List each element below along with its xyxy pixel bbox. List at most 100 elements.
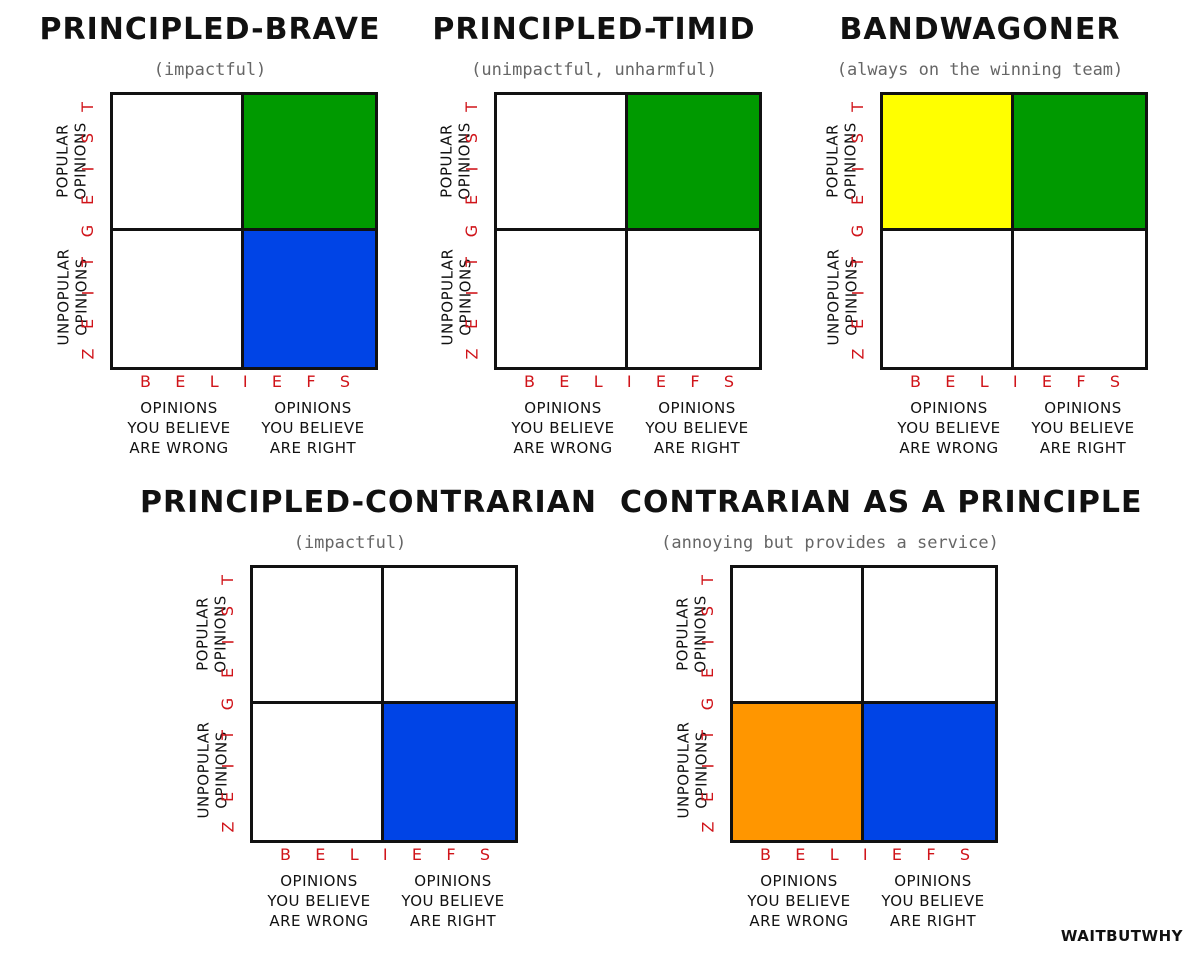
zeitgeist-letter: I	[462, 166, 481, 172]
quadrant-grid	[110, 92, 378, 370]
beliefs-letter: E	[891, 845, 903, 864]
panel-principled-timid: PRINCIPLED-TIMID (unimpactful, unharmful…	[384, 0, 804, 457]
col-label-wrong: OPINIONS YOU BELIEVE ARE WRONG	[498, 398, 628, 458]
col-label-right: OPINIONS YOU BELIEVE ARE RIGHT	[868, 871, 998, 931]
beliefs-letter: I	[382, 845, 388, 864]
quadrant-grid	[730, 565, 998, 843]
zeitgeist-letter: I	[848, 166, 867, 172]
zeitgeist-letter: G	[698, 697, 717, 711]
col-label-wrong: OPINIONS YOU BELIEVE ARE WRONG	[734, 871, 864, 931]
zeitgeist-letter: E	[217, 791, 237, 802]
beliefs-letter: L	[209, 372, 219, 391]
zeitgeist-letter: T	[848, 102, 867, 113]
zeitgeist-letter: I	[218, 639, 237, 645]
panel-title: PRINCIPLED-CONTRARIAN	[140, 485, 598, 520]
zeitgeist-letter: E	[847, 318, 867, 329]
beliefs-letter: E	[175, 372, 186, 391]
axis-label-line: ARE WRONG	[269, 912, 369, 930]
col-label-right: OPINIONS YOU BELIEVE ARE RIGHT	[1018, 398, 1148, 458]
axis-label-line: UNPOPULAR	[194, 721, 212, 819]
zeitgeist-letter: T	[78, 256, 97, 267]
beliefs-letter: L	[349, 845, 359, 864]
axis-label-line: POPULAR	[674, 597, 693, 671]
quadrant-tl	[733, 568, 864, 704]
quadrant-br	[244, 231, 375, 367]
quadrant-bl	[883, 231, 1014, 367]
col-label-right: OPINIONS YOU BELIEVE ARE RIGHT	[388, 871, 518, 931]
beliefs-letter: B	[524, 372, 535, 391]
zeitgeist-letter: I	[698, 763, 717, 769]
beliefs-letter: L	[593, 372, 603, 391]
zeitgeist-axis: Z E I T G E I S T	[78, 92, 98, 370]
beliefs-letter: F	[306, 372, 316, 391]
beliefs-letter: F	[926, 845, 936, 864]
zeitgeist-letter: G	[848, 224, 867, 238]
axis-label-line: UNPOPULAR	[674, 721, 692, 819]
beliefs-letter: L	[979, 372, 989, 391]
quadrant-tl	[497, 95, 628, 231]
axis-label-line: YOU BELIEVE	[881, 892, 985, 910]
beliefs-letter: L	[829, 845, 839, 864]
beliefs-letter: I	[1012, 372, 1018, 391]
beliefs-letter: B	[280, 845, 291, 864]
beliefs-letter: S	[479, 845, 490, 864]
quadrant-bl	[113, 231, 244, 367]
zeitgeist-letter: T	[698, 575, 717, 586]
zeitgeist-letter: S	[462, 133, 481, 144]
axis-label-line: UNPOPULAR	[54, 248, 72, 346]
panel-title: PRINCIPLED-BRAVE	[39, 12, 381, 47]
quadrant-tl	[113, 95, 244, 231]
col-label-right: OPINIONS YOU BELIEVE ARE RIGHT	[248, 398, 378, 458]
axis-label-line: ARE WRONG	[749, 912, 849, 930]
zeitgeist-letter: T	[218, 729, 237, 740]
col-label-wrong: OPINIONS YOU BELIEVE ARE WRONG	[114, 398, 244, 458]
zeitgeist-letter: G	[218, 697, 237, 711]
axis-label-line: ARE RIGHT	[1039, 439, 1127, 457]
axis-label-line: YOU BELIEVE	[401, 892, 505, 910]
zeitgeist-letter: E	[847, 195, 867, 206]
axis-label-line: POPULAR	[194, 597, 213, 671]
axis-label-line: POPULAR	[438, 124, 457, 198]
zeitgeist-letter: E	[697, 668, 717, 679]
beliefs-letter: E	[945, 372, 956, 391]
axis-label-line: POPULAR	[54, 124, 73, 198]
quadrant-tr	[864, 568, 995, 704]
beliefs-letter: B	[760, 845, 771, 864]
quadrant-grid	[880, 92, 1148, 370]
zeitgeist-letter: S	[698, 606, 717, 617]
beliefs-letter: E	[655, 372, 667, 391]
axis-label-line: YOU BELIEVE	[1031, 419, 1135, 437]
zeitgeist-letter: I	[78, 290, 97, 296]
axis-label-line: ARE RIGHT	[889, 912, 977, 930]
zeitgeist-letter: T	[462, 102, 481, 113]
zeitgeist-letter: I	[848, 290, 867, 296]
panel-title: CONTRARIAN AS A PRINCIPLE	[620, 485, 1143, 520]
axis-label-line: ARE RIGHT	[653, 439, 741, 457]
beliefs-letter: B	[140, 372, 151, 391]
beliefs-letter: E	[271, 372, 283, 391]
axis-label-line: YOU BELIEVE	[267, 892, 371, 910]
zeitgeist-letter: E	[217, 668, 237, 679]
beliefs-letter: E	[795, 845, 806, 864]
axis-label-line: ARE RIGHT	[269, 439, 357, 457]
zeitgeist-letter: E	[77, 195, 97, 206]
axis-label-line: OPINIONS	[140, 399, 218, 417]
zeitgeist-axis: Z E I T G E I S T	[462, 92, 482, 370]
zeitgeist-letter: I	[462, 290, 481, 296]
quadrant-tr	[628, 95, 759, 231]
zeitgeist-letter: Z	[218, 821, 237, 833]
col-label-wrong: OPINIONS YOU BELIEVE ARE WRONG	[254, 871, 384, 931]
panel-principled-brave: PRINCIPLED-BRAVE (impactful) POPULAR OPIN…	[0, 0, 420, 457]
axis-label-line: ARE WRONG	[513, 439, 613, 457]
axis-label-line: YOU BELIEVE	[127, 419, 231, 437]
zeitgeist-letter: I	[218, 763, 237, 769]
panel-subtitle: (impactful)	[293, 533, 407, 553]
quadrant-tr	[244, 95, 375, 231]
beliefs-letter: F	[1076, 372, 1086, 391]
beliefs-letter: F	[446, 845, 456, 864]
quadrant-grid	[250, 565, 518, 843]
axis-label-line: OPINIONS	[524, 399, 602, 417]
